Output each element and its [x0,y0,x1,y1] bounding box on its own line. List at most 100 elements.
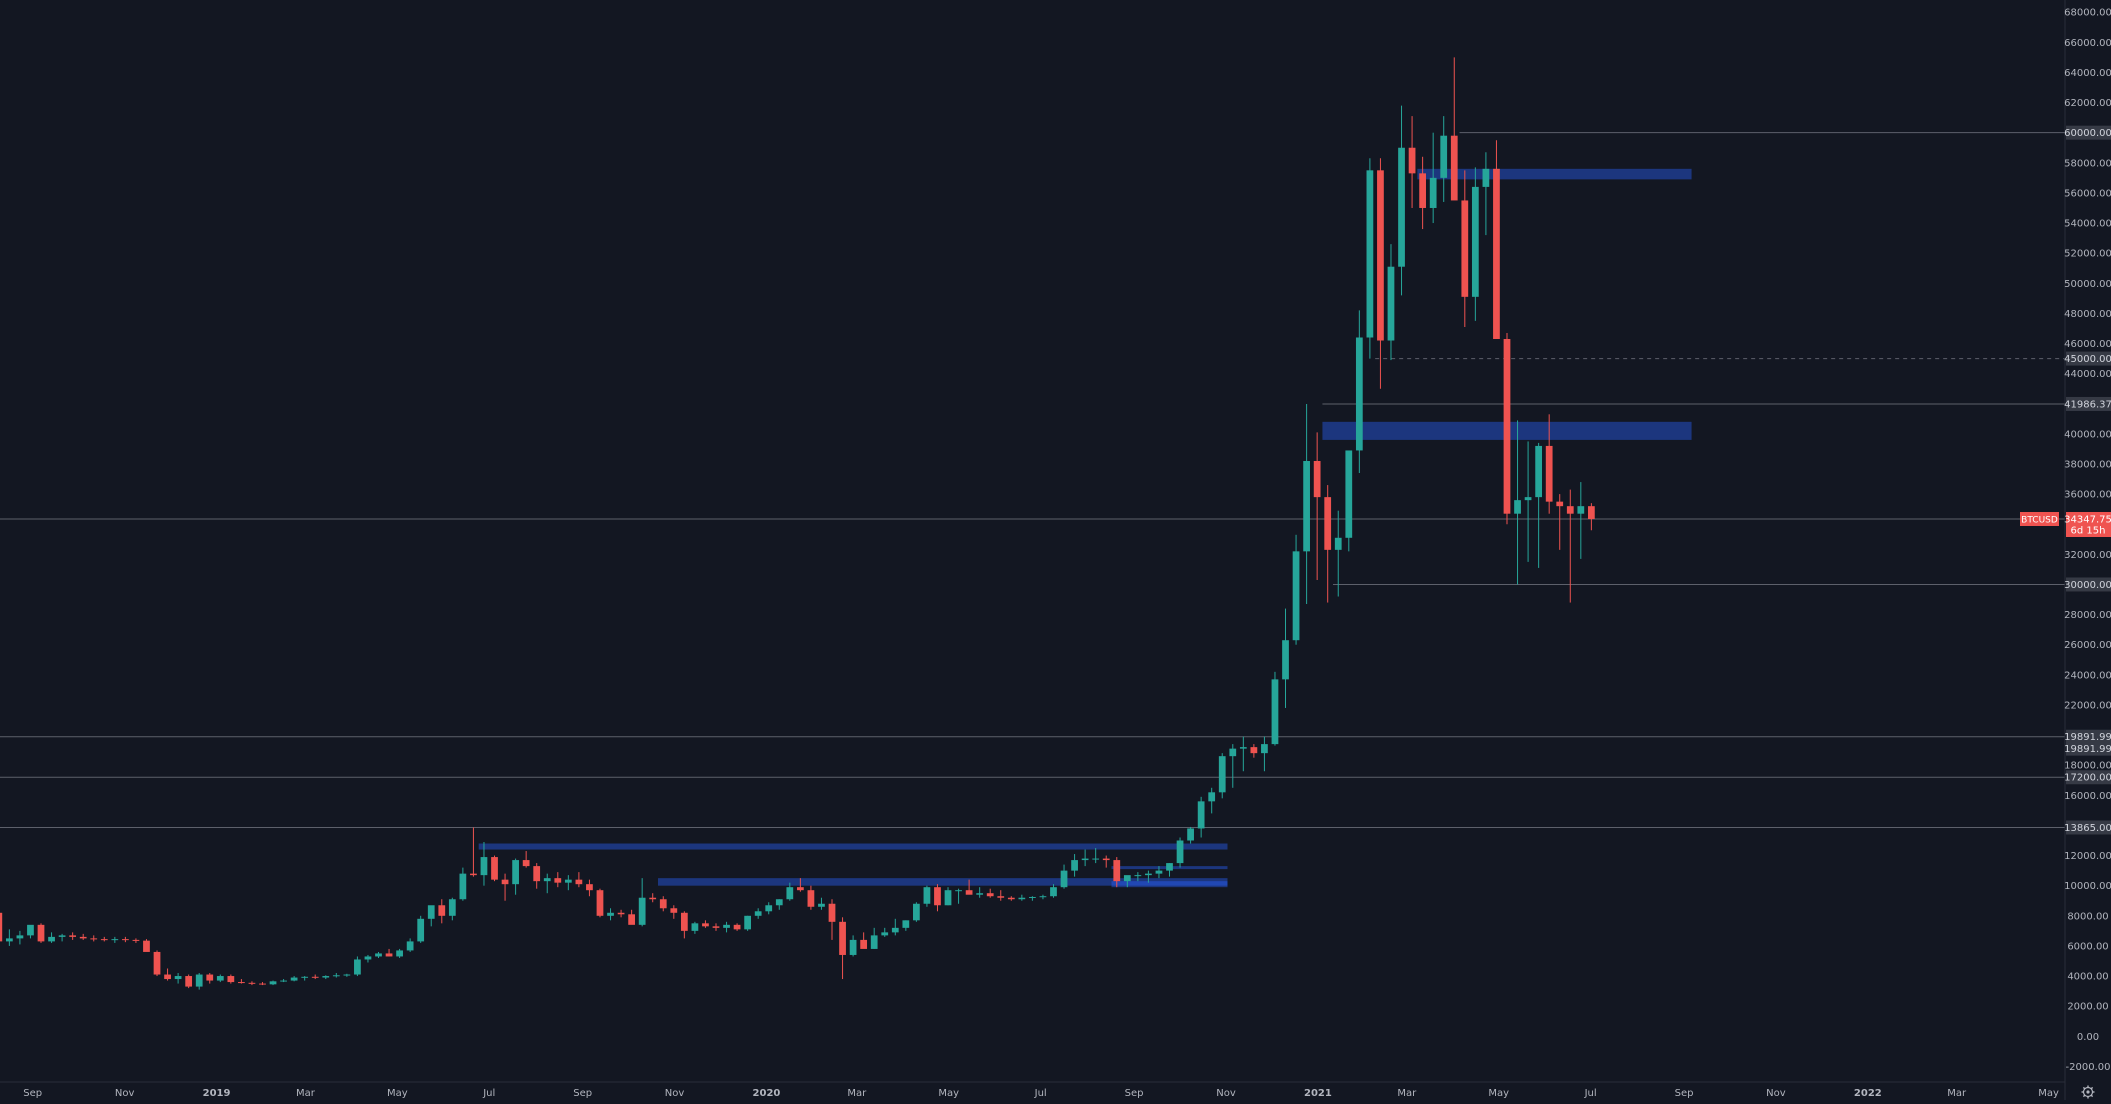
candle[interactable] [860,932,868,949]
candle[interactable] [48,932,55,943]
time-axis[interactable]: Sep Nov 2019 Mar May Jul Sep Nov 2020 Mar May Jul Se… [0,1081,2065,1099]
candle[interactable] [702,920,709,928]
candle[interactable] [79,933,87,940]
candle[interactable] [1250,744,1258,758]
candle[interactable] [670,905,678,919]
candle[interactable] [1176,837,1184,868]
candle[interactable] [1271,671,1279,746]
candle[interactable] [512,858,519,895]
candle[interactable] [470,827,477,877]
candle[interactable] [164,968,171,981]
candle[interactable] [997,890,1005,901]
candle[interactable] [132,938,140,943]
candle[interactable] [0,910,3,945]
candle[interactable] [1197,796,1205,838]
candle[interactable] [733,923,741,931]
candle[interactable] [1282,608,1289,708]
candle[interactable] [1229,744,1237,788]
candle[interactable] [596,888,604,918]
candle[interactable] [322,975,330,980]
candle[interactable] [913,902,920,922]
candle[interactable] [153,950,161,977]
candle[interactable] [5,929,13,946]
candle[interactable] [1566,489,1574,603]
candle[interactable] [1050,884,1057,898]
candle[interactable] [586,879,593,897]
candle[interactable] [607,908,614,921]
candle[interactable] [332,973,340,978]
zone-rect[interactable] [1111,881,1228,888]
candle[interactable] [1345,450,1353,552]
candle[interactable] [1060,864,1068,889]
candle[interactable] [1081,849,1089,867]
candle[interactable] [1514,420,1521,585]
candle[interactable] [280,979,287,983]
candle[interactable] [195,973,203,990]
candle[interactable] [902,920,910,931]
candle[interactable] [1071,854,1078,877]
candle[interactable] [1366,158,1374,359]
candle[interactable] [680,911,688,939]
candle[interactable] [206,973,214,984]
candle[interactable] [122,936,129,943]
candle[interactable] [37,923,45,943]
candle[interactable] [27,924,34,939]
candle[interactable] [1208,787,1216,814]
candle[interactable] [1535,442,1543,568]
candle[interactable] [1471,167,1479,321]
candle[interactable] [396,948,403,958]
candle[interactable] [174,973,182,984]
candle[interactable] [185,974,193,989]
candle[interactable] [100,936,108,942]
candle[interactable] [438,899,446,924]
candle[interactable] [839,917,846,980]
candle[interactable] [216,974,224,983]
candle[interactable] [1007,896,1015,901]
gear-icon[interactable] [2081,1085,2095,1099]
candle[interactable] [1493,140,1500,340]
candle[interactable] [375,951,382,958]
candle[interactable] [786,882,794,901]
candle[interactable] [238,979,245,984]
candle[interactable] [1155,866,1163,879]
candle[interactable] [923,885,931,907]
candle[interactable] [364,954,372,963]
candle[interactable] [290,976,298,982]
candle[interactable] [1355,310,1363,474]
candle[interactable] [1577,482,1585,559]
candle[interactable] [1039,894,1047,900]
candle[interactable] [1587,503,1595,531]
candle[interactable] [1102,855,1110,868]
candle[interactable] [448,897,456,921]
candle[interactable] [1092,848,1100,864]
candle[interactable] [628,909,635,925]
candle[interactable] [1450,57,1458,201]
candle[interactable] [1503,332,1511,525]
candle[interactable] [301,976,309,981]
candle[interactable] [1324,485,1332,603]
candle[interactable] [459,867,467,901]
candle[interactable] [744,915,752,931]
candle[interactable] [796,878,804,892]
candle[interactable] [543,873,551,894]
candle[interactable] [1524,441,1532,562]
candle[interactable] [269,980,277,986]
candle[interactable] [480,842,488,886]
candle[interactable] [1029,896,1036,901]
candle[interactable] [1313,432,1321,580]
candle[interactable] [1123,875,1131,888]
candle[interactable] [58,933,66,942]
candle[interactable] [1440,116,1448,202]
candle[interactable] [554,872,562,888]
candle[interactable] [870,927,878,949]
candle[interactable] [754,908,762,919]
candle[interactable] [955,888,962,904]
candle[interactable] [564,875,572,891]
candle[interactable] [248,981,256,986]
price-axis[interactable]: -2000.00 0.00 2000.00 4000.00 6000.00 8000.00… [2064,0,2111,1100]
candle[interactable] [617,909,625,918]
candle[interactable] [965,879,973,895]
zone-rect[interactable] [657,878,1228,886]
candle[interactable] [90,935,98,942]
candle[interactable] [259,982,266,986]
